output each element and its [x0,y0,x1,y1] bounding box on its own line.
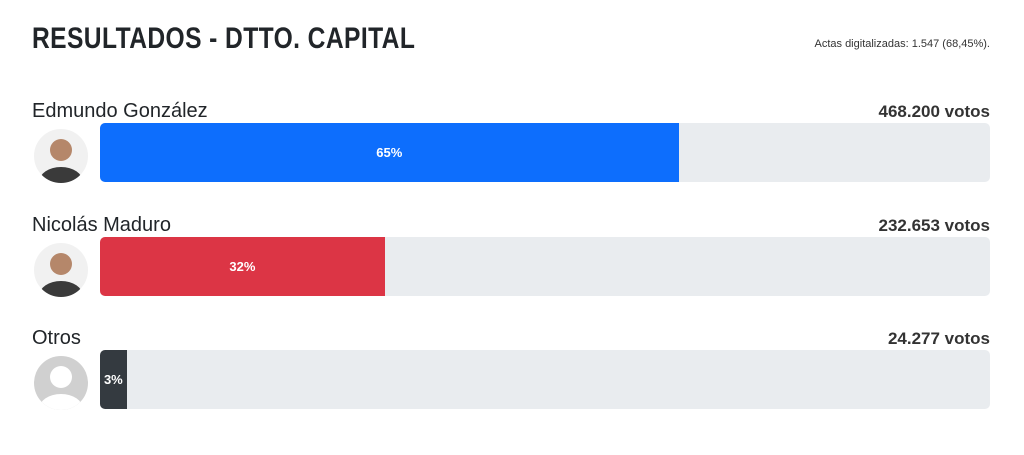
avatar [34,242,88,297]
progress-bar: 3% [100,350,127,409]
progress-bar: 32% [100,236,385,296]
subtitle: Actas digitalizadas: 1.547 (68,45%). [814,38,991,50]
candidate-name: Nicolás Maduro [32,213,171,236]
progress-track: 65% [100,123,990,182]
progress-track: 3% [100,350,990,409]
candidate-row: Nicolás Maduro 232.653 votos 32% [0,214,1024,314]
progress-bar: 65% [100,123,679,182]
title: RESULTADOS - DTTO. CAPITAL [32,22,416,55]
candidate-name: Edmundo González [32,100,208,122]
vote-count: 468.200 votos [878,102,990,121]
percent-label: 32% [229,258,256,274]
candidate-row: Edmundo González 468.200 votos 65% [0,100,1024,200]
candidate-name: Otros [32,327,81,349]
percent-label: 65% [376,145,403,160]
vote-count: 24.277 votos [887,329,990,348]
percent-label: 3% [103,372,123,387]
vote-count: 232.653 votos [878,215,990,235]
candidate-row: Otros 24.277 votos 3% [0,327,1024,427]
avatar [34,129,88,183]
avatar [34,356,88,410]
progress-track: 32% [100,236,990,296]
